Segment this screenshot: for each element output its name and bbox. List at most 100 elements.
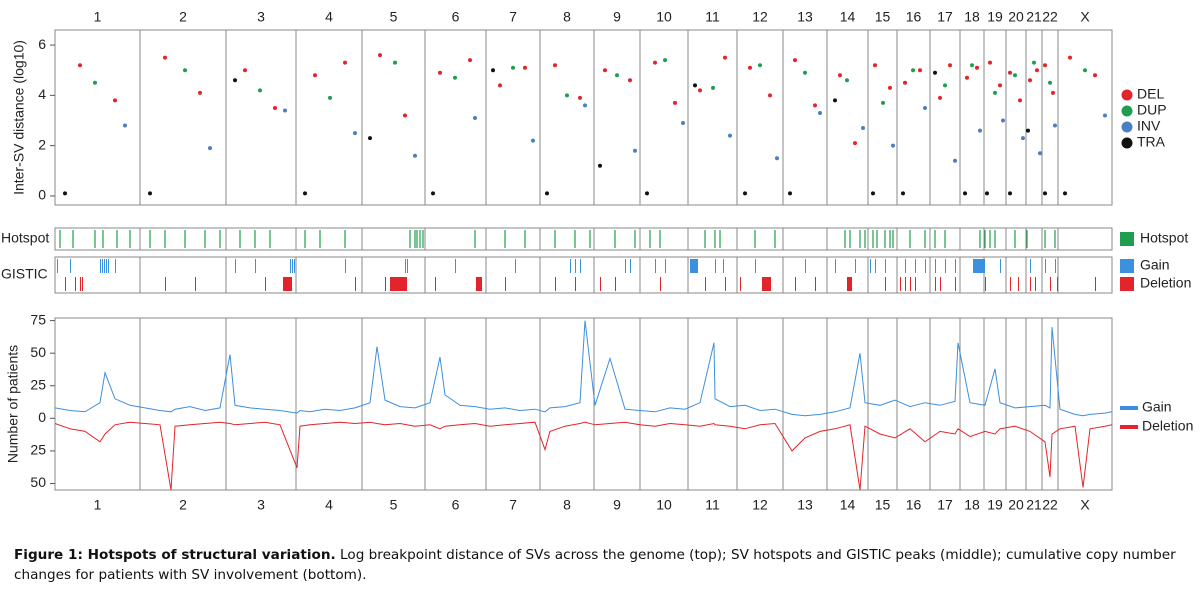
sv-point <box>723 55 727 60</box>
sv-point <box>491 68 495 73</box>
sv-point <box>328 95 332 100</box>
sv-point <box>871 191 875 196</box>
sv-point <box>888 85 892 90</box>
chromosome-label: 9 <box>613 497 621 513</box>
sv-point <box>553 63 557 68</box>
panel-frame <box>54 256 1113 294</box>
legend-swatch <box>1120 259 1134 273</box>
chromosome-label: 20 <box>1008 497 1024 513</box>
chromosome-label: 7 <box>509 9 517 25</box>
sv-point <box>645 191 649 196</box>
gistic-peak <box>294 259 295 273</box>
sv-point <box>1013 73 1017 78</box>
sv-point <box>793 58 797 63</box>
gistic-peak <box>283 277 292 291</box>
sv-point <box>993 90 997 95</box>
gistic-peak <box>390 277 407 291</box>
sv-point <box>998 83 1002 88</box>
gistic-peak <box>723 259 724 273</box>
gistic-peak <box>102 259 103 273</box>
sv-point <box>243 68 247 73</box>
gistic-peak <box>405 259 406 273</box>
chromosome-label: 2 <box>179 497 187 513</box>
y-tick-label: 6 <box>38 36 46 52</box>
sv-point <box>788 191 792 196</box>
caption-title: Figure 1: Hotspots of structural variati… <box>14 547 336 563</box>
legend-marker <box>1121 89 1133 101</box>
gistic-peak <box>505 277 506 291</box>
gistic-peak <box>580 259 581 273</box>
legend-label: Gain <box>1142 399 1172 415</box>
sv-point <box>1043 191 1047 196</box>
caption-text: Log breakpoint distance of SVs across th… <box>14 547 1176 583</box>
gistic-peak <box>355 277 356 291</box>
y-tick-label: 2 <box>38 136 46 152</box>
chromosome-label: 13 <box>797 9 813 25</box>
sv-point <box>663 58 667 63</box>
sv-point <box>283 108 287 113</box>
sv-point <box>963 191 967 196</box>
gistic-peak <box>345 259 346 273</box>
sv-point <box>511 65 515 70</box>
sv-point <box>1068 55 1072 60</box>
chromosome-label: 9 <box>613 9 621 25</box>
sv-point <box>393 60 397 65</box>
sv-point <box>1021 136 1025 141</box>
sv-point <box>1008 70 1012 75</box>
gistic-peak <box>1055 259 1056 273</box>
y-tick-label: 4 <box>38 86 46 102</box>
legend-label: Deletion <box>1142 418 1193 434</box>
gistic-peak <box>847 277 852 291</box>
sv-point <box>1001 118 1005 123</box>
sv-point <box>233 78 237 83</box>
gistic-peak <box>195 277 196 291</box>
sv-point <box>873 63 877 68</box>
panel-frame <box>54 317 1113 491</box>
gistic-peak <box>165 277 166 291</box>
sv-point <box>653 60 657 65</box>
y-axis-label: Number of patients <box>5 345 21 463</box>
y-tick-label: 0 <box>38 187 46 203</box>
chromosome-label: 13 <box>797 497 813 513</box>
sv-point <box>1008 191 1012 196</box>
gistic-peak <box>476 277 482 291</box>
chromosome-label: 12 <box>752 497 768 513</box>
gistic-peak <box>235 259 236 273</box>
patient-count-line <box>54 320 1113 417</box>
sv-point <box>903 80 907 85</box>
gistic-peak <box>57 259 58 273</box>
sv-point <box>468 58 472 63</box>
caption: Figure 1: Hotspots of structural variati… <box>14 545 1186 585</box>
chromosome-label: 17 <box>937 497 953 513</box>
y-tick-label: 75 <box>30 311 46 327</box>
chromosome-label: 18 <box>964 497 980 513</box>
sv-point <box>1043 63 1047 68</box>
sv-point <box>403 113 407 118</box>
sv-point <box>633 148 637 153</box>
sv-point <box>698 88 702 93</box>
sv-point <box>953 158 957 163</box>
gistic-peak <box>80 277 81 291</box>
chromosome-label: 6 <box>452 9 460 25</box>
gistic-peak <box>575 259 576 273</box>
gistic-peak <box>575 277 576 291</box>
gistic-peak <box>855 259 856 273</box>
sv-point <box>728 133 732 138</box>
sv-point <box>603 68 607 73</box>
gistic-peak <box>835 259 836 273</box>
chromosome-label: 11 <box>705 497 720 513</box>
sv-point <box>273 105 277 110</box>
gistic-peak <box>915 259 916 273</box>
chromosome-label: 6 <box>452 497 460 513</box>
sv-point <box>598 163 602 168</box>
gistic-peak <box>815 277 816 291</box>
gistic-peak <box>385 277 386 291</box>
sv-point <box>861 126 865 131</box>
sv-point <box>63 191 67 196</box>
sv-point <box>303 191 307 196</box>
sv-point <box>431 191 435 196</box>
legend-label: Hotspot <box>1140 230 1188 246</box>
sv-point <box>911 68 915 73</box>
chromosome-label: 20 <box>1008 9 1024 25</box>
